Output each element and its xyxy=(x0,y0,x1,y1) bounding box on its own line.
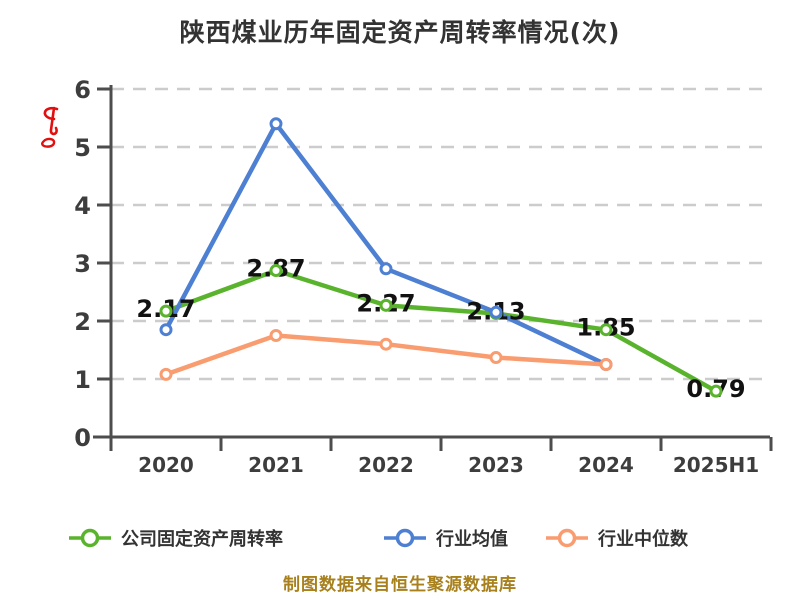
svg-text:1: 1 xyxy=(74,366,91,394)
line-chart: 0123456202020212022202320242025H12.172.8… xyxy=(74,76,773,477)
legend-marker-icon xyxy=(384,528,426,548)
svg-text:2020: 2020 xyxy=(138,453,194,477)
legend-item-industry-mean: 行业均值 xyxy=(383,520,508,556)
legend-marker-icon xyxy=(69,528,111,548)
chart-title: 陕西煤业历年固定资产周转率情况(次) xyxy=(179,18,621,47)
legend-label: 行业均值 xyxy=(436,529,508,550)
svg-text:2: 2 xyxy=(74,308,91,336)
legend-marker-icon xyxy=(546,528,588,548)
svg-text:6: 6 xyxy=(74,76,91,104)
svg-text:2021: 2021 xyxy=(248,453,304,477)
data-source-note: 制图数据来自恒生聚源数据库 xyxy=(283,575,517,595)
legend-label: 公司固定资产周转率 xyxy=(121,529,283,550)
red-scribble-watermark-icon xyxy=(41,106,59,148)
svg-text:2022: 2022 xyxy=(358,453,414,477)
svg-text:3: 3 xyxy=(74,250,91,278)
svg-text:5: 5 xyxy=(74,134,91,162)
svg-text:4: 4 xyxy=(74,192,91,220)
legend-item-industry-median: 行业中位数 xyxy=(545,520,688,556)
svg-text:2024: 2024 xyxy=(578,453,634,477)
svg-text:2025H1: 2025H1 xyxy=(673,453,759,477)
legend-label: 行业中位数 xyxy=(598,529,688,550)
svg-text:2023: 2023 xyxy=(468,453,524,477)
chart-legend: 公司固定资产周转率 行业均值 行业中位数 xyxy=(0,520,800,556)
svg-text:0: 0 xyxy=(74,424,91,452)
legend-item-company-fixed-asset-turnover: 公司固定资产周转率 xyxy=(68,520,283,556)
